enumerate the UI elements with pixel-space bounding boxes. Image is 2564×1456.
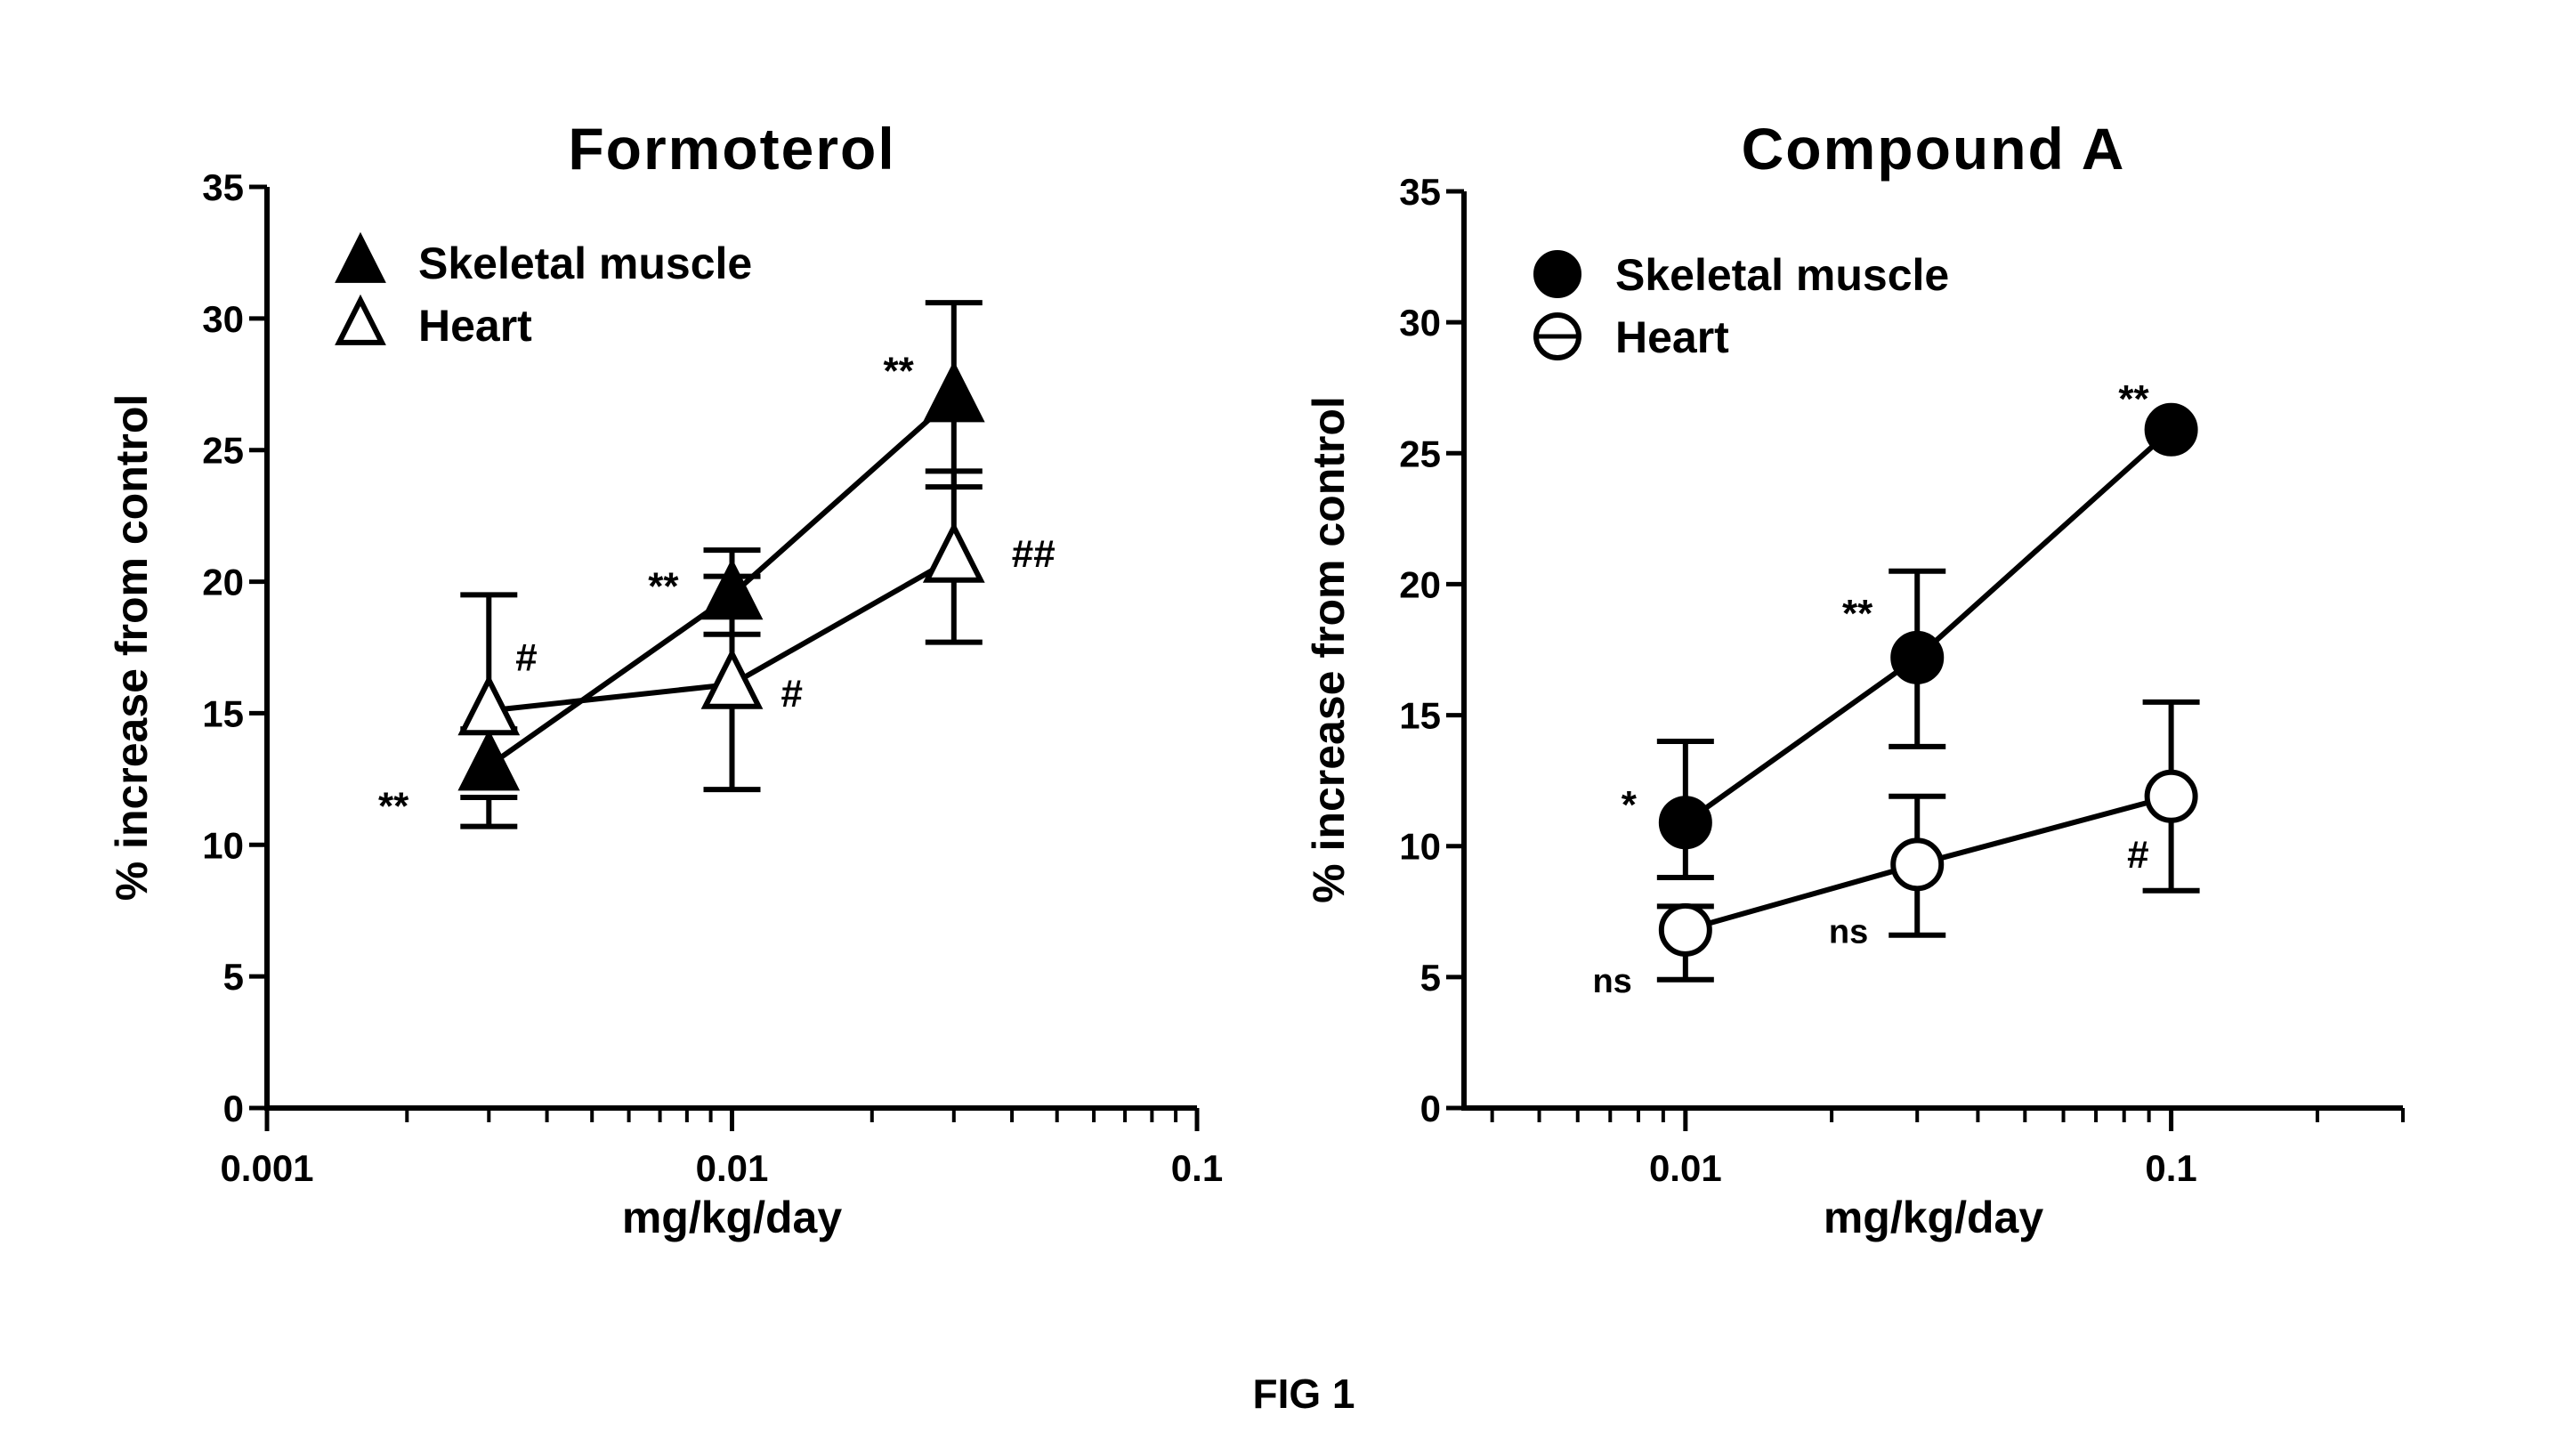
series-skeletal-muscle: ** ** ** [378,303,983,828]
y-tick-label: 25 [1399,433,1441,474]
data-point [1893,840,1941,888]
y-tick-label: 35 [202,166,244,208]
legend-item-heart: Heart [1536,312,1729,362]
significance-label: ** [378,785,409,829]
y-axis-label: % increase from control [1304,396,1354,903]
y-tick-label: 20 [202,562,244,603]
significance-label: * [1622,783,1638,827]
y-tick-label: 30 [202,298,244,340]
legend-item-heart: Heart [339,300,532,351]
figure-canvas: 0 5 10 15 20 25 30 35 0.001 0.01 0.1 Formoterol mg/k… [0,0,2564,1456]
data-point [927,527,981,579]
y-tick-label: 30 [1399,302,1441,344]
y-tick-label: 35 [1399,171,1441,213]
data-point [1662,798,1710,846]
chart-title: Formoterol [568,116,895,182]
legend-item-skeletal-muscle: Skeletal muscle [339,238,752,288]
y-tick-label: 15 [202,692,244,734]
x-tick-label: 0.1 [2145,1147,2196,1189]
significance-label: ns [1592,963,1631,1000]
legend-item-skeletal-muscle: Skeletal muscle [1536,250,1949,300]
legend-label: Skeletal muscle [418,239,752,288]
data-point [2147,406,2196,454]
y-tick-label: 5 [223,956,244,998]
legend-marker [339,300,382,342]
y-tick-label: 15 [1399,695,1441,737]
series-heart: #### [460,471,1055,789]
legend-label: Heart [1615,312,1729,362]
significance-label: # [2127,833,2148,877]
x-tick-label: 0.001 [220,1147,313,1189]
x-axis-label: mg/kg/day [622,1193,842,1242]
significance-label: ** [884,350,915,393]
x-axis-label: mg/kg/day [1824,1193,2043,1242]
significance-label: ** [1842,592,1873,635]
significance-label: ** [2118,377,2149,421]
data-point [1893,634,1941,682]
legend-label: Heart [418,301,532,351]
legend-label: Skeletal muscle [1615,250,1949,300]
compound-a-chart: 0 5 10 15 20 25 30 35 0.01 0.1 Compound A mg/kg/day… [1304,116,2403,1242]
y-tick-label: 20 [1399,563,1441,605]
y-axis-label: % increase from control [107,394,157,902]
y-tick-label: 10 [202,824,244,866]
y-tick-label: 0 [223,1088,244,1129]
significance-label: ns [1829,913,1868,950]
y-tick-label: 0 [1420,1088,1441,1129]
significance-label: ## [1012,532,1056,576]
x-tick-label: 0.01 [1649,1147,1722,1189]
series-skeletal-muscle: ***** [1622,377,2196,878]
legend-marker [339,238,382,279]
data-point [706,653,759,706]
significance-label: ** [648,564,679,608]
significance-label: # [781,672,803,716]
data-point [927,367,981,419]
y-tick-label: 25 [202,430,244,472]
figure-label: FIG 1 [1252,1371,1355,1417]
formoterol-chart: 0 5 10 15 20 25 30 35 0.001 0.01 0.1 Formoterol mg/k… [107,116,1223,1242]
significance-label: # [515,635,537,679]
x-tick-label: 0.01 [696,1147,769,1189]
y-tick-label: 10 [1399,826,1441,868]
y-tick-label: 5 [1420,957,1441,999]
series-line [1686,430,2172,822]
chart-title: Compound A [1742,116,2126,182]
legend-marker [1536,253,1579,295]
data-point [462,735,515,788]
x-tick-label: 0.1 [1171,1147,1223,1189]
data-point [1662,906,1710,954]
data-point [2147,772,2196,821]
